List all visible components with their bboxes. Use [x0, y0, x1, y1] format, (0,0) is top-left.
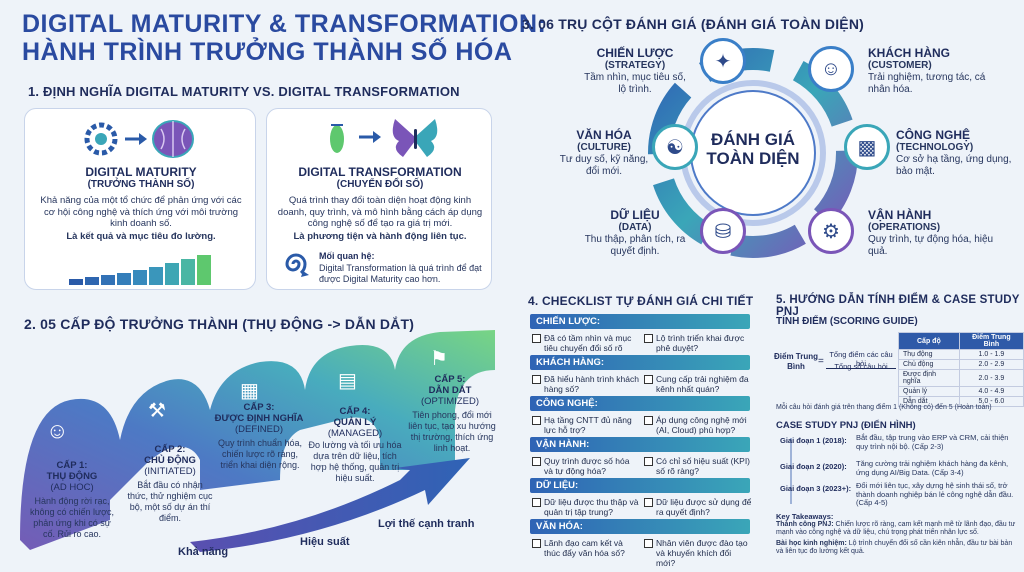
spiral-icon — [281, 249, 311, 279]
takeaways-title: Key Takeaways: — [776, 512, 834, 521]
equals-sign: = — [818, 356, 824, 367]
phase-3-text: Đổi mới liên tục, xây dựng hệ sinh thái … — [856, 481, 1014, 507]
maturity-title: DIGITAL MATURITY — [85, 165, 197, 179]
maturity-subtitle: (TRƯỞNG THÀNH SỐ) — [87, 179, 195, 190]
customer-icon: ☺ — [808, 46, 854, 92]
maturity-emphasis: Là kết quả và mục tiêu đo lường. — [66, 231, 216, 242]
checklist-item[interactable]: Lộ trình triển khai được phê duyệt? — [644, 333, 752, 353]
section4-heading: 4. CHECKLIST TỰ ĐÁNH GIÁ CHI TIẾT — [528, 294, 754, 308]
person-testing-icon: ⚒ — [148, 400, 166, 422]
pillar-operations: VẬN HÀNH (OPERATIONS) Quy trình, tự động… — [868, 208, 994, 257]
relation-title: Mối quan hệ: — [319, 251, 375, 261]
table-row: Dẫn dắt 5.0 - 6.0 — [898, 396, 1024, 407]
section2-heading: 2. 05 CẤP ĐỘ TRƯỞNG THÀNH (THỤ ĐỘNG -> D… — [24, 316, 415, 332]
timeline-line — [790, 438, 792, 504]
transformation-desc: Quá trình thay đổi toàn diện hoạt động k… — [277, 195, 483, 229]
table-row: Thụ động 1.0 - 1.9 — [898, 349, 1024, 360]
pillar-strategy: CHIẾN LƯỢC (STRATEGY) Tầm nhìn, mục tiêu… — [584, 46, 686, 95]
database-icon: ⛁ — [700, 208, 746, 254]
transformation-subtitle: (CHUYỂN ĐỔI SỐ) — [336, 179, 424, 190]
checklist-item[interactable]: Áp dụng công nghệ mới (AI, Cloud) phù hợ… — [644, 415, 752, 435]
transformation-card: DIGITAL TRANSFORMATION (CHUYỂN ĐỔI SỐ) Q… — [266, 108, 492, 290]
case-title: CASE STUDY PNJ (ĐIỂN HÌNH) — [776, 420, 916, 431]
pillar-customer: KHÁCH HÀNG (CUSTOMER) Trải nghiệm, tương… — [868, 46, 986, 95]
checklist-item[interactable]: Đã hiểu hành trình khách hàng số? — [532, 374, 640, 394]
level-3-desc: Quy trình chuẩn hóa, chiến lược rõ ràng,… — [217, 438, 303, 470]
section5-heading: 5. HƯỚNG DẪN TÍNH ĐIỂM & CASE STUDY PNJ — [776, 294, 1020, 318]
maturity-staircase — [20, 330, 495, 552]
level-4-title: CẤP 4: QUẢN LÝ (MANAGED) — [327, 406, 383, 439]
chip-icon: ▩ — [844, 124, 890, 170]
compass-icon: ✦ — [700, 38, 746, 84]
table-row: Được định nghĩa 2.0 - 3.9 — [898, 369, 1024, 387]
checklist-item[interactable]: Hạ tầng CNTT đủ năng lực hỗ trợ? — [532, 415, 640, 435]
table-header: Điểm Trung Bình — [958, 332, 1024, 350]
team-icon: ☯ — [652, 124, 698, 170]
checklist-group-operations: VẬN HÀNH: — [530, 437, 750, 452]
checklist-item[interactable]: Lãnh đạo cam kết và thúc đẩy văn hóa số? — [532, 538, 640, 558]
checklist-group-customer: KHÁCH HÀNG: — [530, 355, 750, 370]
level-5-desc: Tiên phong, đổi mới liên tục, tạo xu hướ… — [408, 410, 496, 453]
checklist-item[interactable]: Dữ liệu được sử dụng để ra quyết định? — [644, 497, 752, 517]
pillar-technology: CÔNG NGHỆ (TECHNOLOGY) Cơ sở hạ tầng, ứn… — [896, 128, 1012, 177]
page-title: DIGITAL MATURITY & TRANSFORMATION: HÀNH … — [22, 10, 547, 66]
section3-heading: 3. 06 TRỤ CỘT ĐÁNH GIÁ (ĐÁNH GIÁ TOÀN DI… — [522, 16, 865, 32]
level-1-desc: Hành động rời rạc, không có chiến lược, … — [30, 496, 114, 539]
sleeping-person-icon: ☺ — [46, 418, 69, 443]
formula-left: Điểm Trung Bình — [774, 352, 819, 371]
axis-advantage-label: Lợi thế cạnh tranh — [378, 518, 475, 530]
checklist: CHIẾN LƯỢC: Đã có tầm nhìn và mục tiêu c… — [530, 314, 752, 568]
org-chart-icon: ▦ — [240, 380, 259, 402]
axis-capability-label: Khả năng — [178, 546, 229, 558]
phase-2-label: Giai đoạn 2 (2020): — [780, 462, 847, 471]
gear-brain-icon — [81, 117, 201, 161]
checklist-item[interactable]: Dữ liệu được thu thập và quản trị tập tr… — [532, 497, 640, 517]
wheel-center-label: ĐÁNH GIÁ TOÀN DIỆN — [706, 130, 800, 168]
maturity-desc: Khả năng của một tổ chức để phản ứng với… — [40, 195, 242, 229]
transformation-emphasis: Là phương tiện và hành động liên tục. — [293, 231, 467, 242]
level-2-title: CẤP 2: CHỦ ĐỘNG (INITIATED) — [144, 444, 196, 477]
takeaway-2: Bài học kinh nghiệm: Lộ trình chuyển đổi… — [776, 540, 1013, 555]
gears-icon: ⚙ — [808, 208, 854, 254]
butterfly-icon — [319, 115, 443, 161]
checklist-item[interactable]: Có chỉ số hiệu suất (KPI) số rõ ràng? — [644, 456, 752, 476]
transformation-title: DIGITAL TRANSFORMATION — [298, 165, 462, 179]
takeaway-1: Thành công PNJ: Chiến lược rõ ràng, cam … — [776, 521, 1016, 536]
checklist-group-strategy: CHIẾN LƯỢC: — [530, 314, 750, 329]
growth-bars-icon — [69, 251, 229, 285]
phase-1-label: Giai đoạn 1 (2018): — [780, 436, 847, 445]
level-5-title: CẤP 5: DẪN DẮT (OPTIMIZED) — [420, 374, 480, 407]
maturity-card: DIGITAL MATURITY (TRƯỞNG THÀNH SỐ) Khả n… — [24, 108, 256, 290]
checklist-item[interactable]: Quy trình được số hóa và tự động hóa? — [532, 456, 640, 476]
pillar-culture: VĂN HÓA (CULTURE) Tư duy số, kỹ năng, đổ… — [559, 128, 649, 177]
scoring-title: TÍNH ĐIỂM (SCORING GUIDE) — [776, 316, 918, 327]
table-header: Cấp độ — [898, 332, 960, 350]
formula-numerator: Tổng điểm các câu hỏi — [826, 350, 896, 369]
formula-denominator: Tổng số câu hỏi — [834, 362, 888, 371]
phase-3-label: Giai đoạn 3 (2023+): — [780, 484, 852, 493]
scoring-table: Cấp độ Điểm Trung Bình Thụ động 1.0 - 1.9… — [898, 332, 1024, 407]
level-1-title: CẤP 1: THỤ ĐỘNG (AD HOC) — [46, 460, 98, 493]
phase-2-text: Tăng cường trải nghiệm khách hàng đa kên… — [856, 459, 1009, 477]
table-row: Quản lý 4.0 - 4.9 — [898, 386, 1024, 397]
checklist-item[interactable]: Nhân viên được đào tạo và khuyến khích đ… — [644, 538, 752, 568]
checklist-group-data: DỮ LIỆU: — [530, 478, 750, 493]
checklist-group-culture: VĂN HÓA: — [530, 519, 750, 534]
relation-text: Digital Transformation là quá trình để đ… — [319, 263, 482, 284]
section1-heading: 1. ĐỊNH NGHĨA DIGITAL MATURITY VS. DIGIT… — [28, 84, 460, 99]
level-4-desc: Đo lường và tối ưu hóa dựa trên dữ liệu,… — [308, 440, 402, 483]
phase-1-text: Bắt đầu, tập trung vào ERP và CRM, cải t… — [856, 433, 1009, 451]
scoring-note: Mỗi câu hỏi đánh giá trên thang điểm 1 (… — [776, 404, 992, 411]
table-row: Chủ động 2.0 - 2.9 — [898, 359, 1024, 370]
axis-performance-label: Hiệu suất — [300, 536, 350, 548]
pillar-data: DỮ LIỆU (DATA) Thu thập, phân tích, ra q… — [584, 208, 686, 257]
checklist-item[interactable]: Cung cấp trải nghiệm đa kênh nhất quán? — [644, 374, 752, 394]
analytics-person-icon: ▤ — [338, 370, 357, 392]
level-3-title: CẤP 3: ĐƯỢC ĐỊNH NGHĨA (DEFINED) — [214, 402, 304, 435]
leader-flag-icon: ⚑ — [430, 348, 448, 370]
checklist-group-technology: CÔNG NGHỆ: — [530, 396, 750, 411]
level-2-desc: Bắt đầu có nhận thức, thử nghiệm cục bộ,… — [127, 480, 213, 523]
